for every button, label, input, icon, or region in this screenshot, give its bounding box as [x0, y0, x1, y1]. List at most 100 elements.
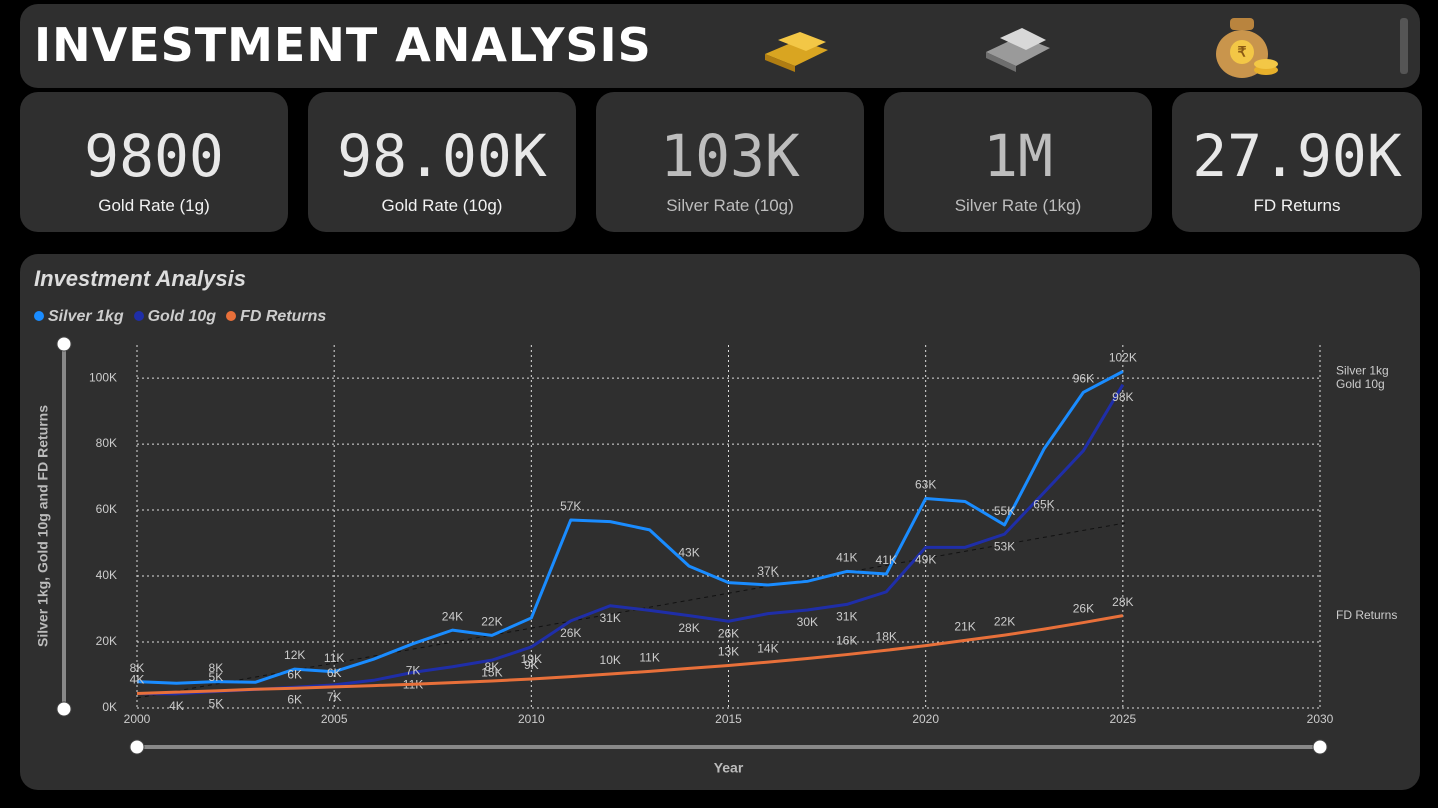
- data-label: 53K: [994, 539, 1015, 553]
- x-axis-label: Year: [714, 760, 744, 776]
- legend-item: Gold 10g: [133, 308, 217, 326]
- data-label: 14K: [757, 641, 778, 655]
- y-tick-label: 100K: [89, 370, 117, 384]
- x-tick-label: 2030: [1307, 712, 1334, 726]
- legend-label: FD Returns: [240, 308, 327, 325]
- x-tick-label: 2020: [912, 712, 939, 726]
- series-end-label: Silver 1kg: [1336, 364, 1389, 378]
- money-bag-icon: ₹: [1216, 18, 1278, 78]
- data-label: 12K: [284, 648, 305, 662]
- legend-swatch: [34, 311, 44, 321]
- x-slider-handle[interactable]: [1312, 739, 1328, 755]
- data-label: 28K: [1112, 595, 1133, 609]
- kpi-label: Gold Rate (10g): [381, 196, 503, 215]
- data-label: 8K: [130, 661, 145, 675]
- kpi-value: 9800: [84, 122, 224, 190]
- y-slider-handle[interactable]: [56, 701, 72, 717]
- legend-swatch: [133, 311, 144, 321]
- series-end-label: Gold 10g: [1336, 377, 1385, 391]
- legend-item: Silver 1kg: [34, 308, 124, 326]
- data-label: 13K: [718, 645, 739, 659]
- data-label: 4K: [169, 699, 184, 713]
- data-label: 15K: [481, 665, 502, 679]
- data-label: 10K: [600, 653, 621, 667]
- kpi-card: 1M Silver Rate (1kg): [884, 92, 1152, 232]
- kpi-card: 98.00K Gold Rate (10g): [308, 92, 576, 232]
- data-label: 26K: [560, 626, 581, 640]
- data-label: 57K: [560, 499, 581, 513]
- data-label: 8K: [209, 661, 224, 675]
- legend: Silver 1kg Gold 10g FD Returns: [34, 308, 326, 326]
- legend-item: FD Returns: [226, 308, 326, 326]
- data-label: 5K: [209, 670, 224, 684]
- kpi-value: 27.90K: [1192, 122, 1402, 190]
- scrollbar: [1400, 18, 1408, 74]
- data-label: 30K: [797, 615, 818, 629]
- series-end-label: FD Returns: [1336, 608, 1397, 622]
- chart-title: Investment Analysis: [34, 266, 246, 291]
- x-tick-label: 2010: [518, 712, 545, 726]
- kpi-value: 103K: [660, 122, 800, 190]
- data-label: 41K: [876, 553, 897, 567]
- data-label: 24K: [442, 609, 463, 623]
- silver-icon: [986, 28, 1050, 72]
- data-label: 55K: [994, 504, 1015, 518]
- data-label: 65K: [1033, 498, 1054, 512]
- y-tick-label: 20K: [96, 634, 117, 648]
- data-label: 21K: [954, 620, 975, 634]
- data-label: 7K: [406, 663, 421, 677]
- data-label: 22K: [481, 615, 502, 629]
- data-label: 98K: [1112, 390, 1133, 404]
- y-tick-label: 0K: [102, 700, 117, 714]
- data-label: 6K: [287, 692, 302, 706]
- kpi-label: Silver Rate (10g): [666, 196, 794, 215]
- legend-label: Silver 1kg: [48, 308, 124, 325]
- data-label: 9K: [524, 658, 539, 672]
- data-label: 11K: [324, 651, 344, 665]
- x-slider-handle[interactable]: [129, 739, 145, 755]
- header: INVESTMENT ANALYSIS ₹: [20, 4, 1420, 88]
- data-label: 26K: [718, 626, 739, 640]
- kpi-card: 9800 Gold Rate (1g): [20, 92, 288, 232]
- data-label: 28K: [678, 621, 699, 635]
- data-label: 22K: [994, 614, 1015, 628]
- data-label: 63K: [915, 478, 936, 492]
- kpi-card: 27.90K FD Returns: [1172, 92, 1422, 232]
- y-tick-label: 60K: [96, 502, 117, 516]
- x-tick-label: 2005: [321, 712, 348, 726]
- data-label: 11K: [639, 651, 659, 665]
- data-label: 5K: [209, 697, 224, 711]
- data-label: 49K: [915, 553, 936, 567]
- kpi-label: Silver Rate (1kg): [954, 196, 1082, 215]
- data-label: 31K: [836, 610, 857, 624]
- legend-swatch: [226, 311, 237, 321]
- data-label: 31K: [600, 611, 621, 625]
- series-line: [136, 370, 1124, 685]
- chart: 0K 20K 40K 60K 80K 100K 2000 2005 2010 2015 2020 20…: [35, 336, 1397, 776]
- data-label: 16K: [836, 634, 857, 648]
- data-label: 26K: [1073, 602, 1094, 616]
- x-tick-label: 2000: [124, 712, 151, 726]
- kpi-value: 1M: [983, 122, 1053, 190]
- header-title: INVESTMENT ANALYSIS: [34, 18, 652, 72]
- legend-label: Gold 10g: [147, 308, 217, 325]
- data-label: 8K: [485, 660, 500, 674]
- series-line: [136, 614, 1124, 695]
- svg-text:₹: ₹: [1238, 44, 1247, 60]
- data-label: 19K: [521, 652, 542, 666]
- data-label: 4K: [130, 673, 145, 687]
- kpi-card: 103K Silver Rate (10g): [596, 92, 864, 232]
- y-tick-label: 80K: [96, 436, 117, 450]
- x-tick-label: 2015: [715, 712, 742, 726]
- kpi-label: Gold Rate (1g): [98, 196, 210, 215]
- y-slider-handle[interactable]: [56, 336, 72, 352]
- data-label: 43K: [678, 545, 699, 559]
- data-label: 41K: [836, 551, 857, 565]
- data-label: 37K: [757, 564, 778, 578]
- data-label: 96K: [1073, 371, 1094, 385]
- data-label: 6K: [327, 666, 342, 680]
- y-tick-label: 40K: [96, 568, 117, 582]
- data-label: 102K: [1109, 351, 1137, 365]
- kpi-value: 98.00K: [337, 122, 547, 190]
